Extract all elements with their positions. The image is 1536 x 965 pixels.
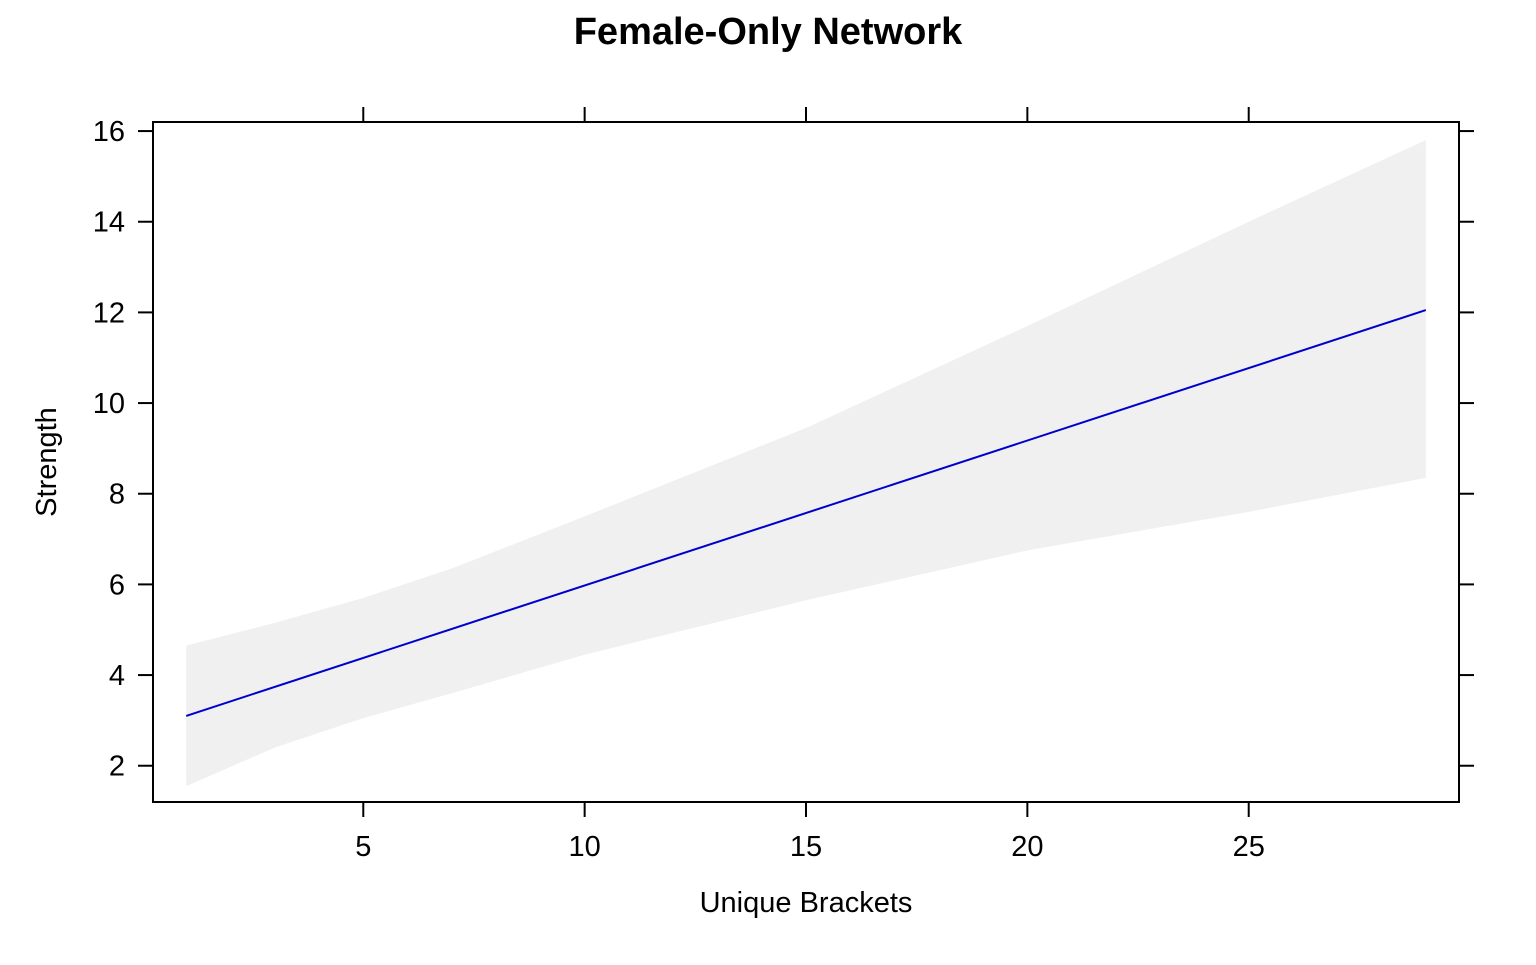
x-tick-label: 25 (1233, 831, 1265, 863)
y-tick-label: 16 (93, 116, 125, 148)
confidence-band-layer (186, 140, 1426, 787)
y-tick-label: 2 (109, 751, 125, 783)
y-tick-label: 4 (109, 660, 125, 692)
y-axis-label: Strength (31, 407, 63, 517)
x-axis: 5 10 15 20 25 (355, 107, 1265, 863)
fit-line-1 (185, 309, 1427, 717)
y-axis: 2 4 6 8 10 12 14 16 (93, 116, 1474, 783)
chart-title: Female-Only Network (574, 11, 963, 53)
y-tick-label: 6 (109, 569, 125, 601)
x-tick-label: 10 (569, 831, 601, 863)
series-layer (185, 309, 1427, 717)
y-tick-label: 8 (109, 479, 125, 511)
y-tick-label: 14 (93, 207, 125, 239)
x-axis-label: Unique Brackets (700, 887, 913, 919)
confidence-band (186, 140, 1426, 787)
x-tick-label: 20 (1011, 831, 1043, 863)
x-tick-label: 5 (355, 831, 371, 863)
x-tick-label: 15 (790, 831, 822, 863)
y-tick-label: 10 (93, 388, 125, 420)
y-tick-label: 12 (93, 297, 125, 329)
